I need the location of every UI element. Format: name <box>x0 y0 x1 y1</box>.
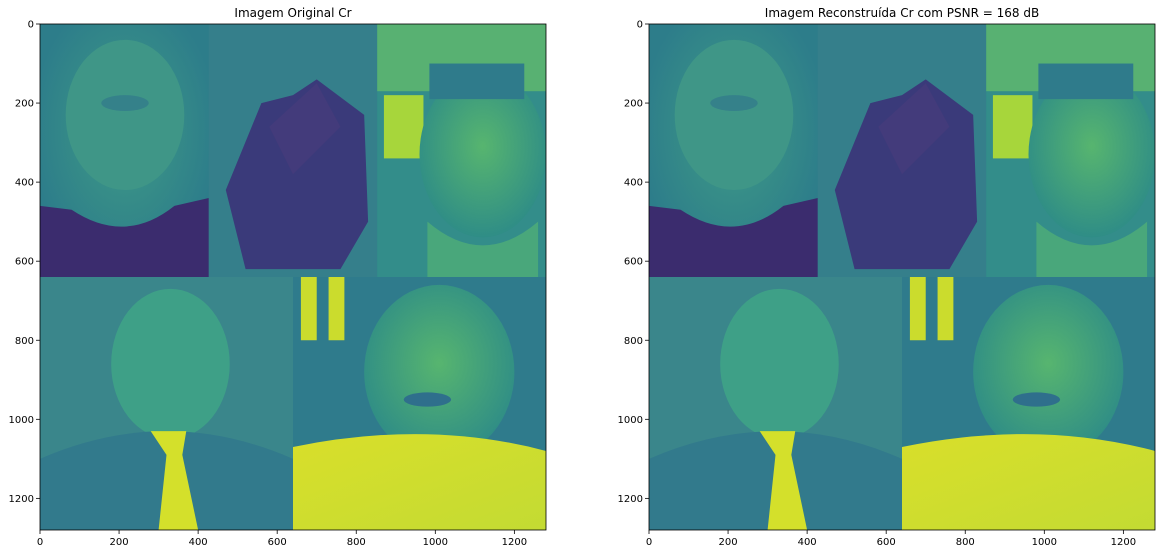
x-tick-label: 200 <box>110 537 129 548</box>
x-tick-label: 600 <box>877 537 896 548</box>
y-tick-label: 800 <box>624 336 643 347</box>
y-tick-label: 200 <box>15 99 34 110</box>
x-tick-label: 1200 <box>1111 537 1136 548</box>
y-tick-label: 400 <box>624 178 643 189</box>
x-axis: 0 200 400 600 800 1000 1200 <box>646 530 1136 548</box>
x-tick-label: 400 <box>798 537 817 548</box>
x-tick-label: 0 <box>37 537 43 548</box>
y-tick-label: 1000 <box>9 415 34 426</box>
image-content <box>649 24 1155 530</box>
x-tick-label: 800 <box>956 537 975 548</box>
y-tick-label: 1200 <box>618 494 643 505</box>
y-tick-label: 0 <box>637 20 643 31</box>
y-tick-label: 1000 <box>618 415 643 426</box>
y-axis: 0 200 400 600 800 1000 1200 <box>618 20 649 505</box>
x-axis: 0 200 400 600 800 1000 1200 <box>37 530 527 548</box>
y-tick-label: 0 <box>28 20 34 31</box>
y-tick-label: 1200 <box>9 494 34 505</box>
y-tick-label: 200 <box>624 99 643 110</box>
y-axis: 0 200 400 600 800 1000 1200 <box>9 20 40 505</box>
axes-frame <box>39 23 547 531</box>
y-tick-label: 600 <box>15 257 34 268</box>
x-tick-label: 800 <box>347 537 366 548</box>
y-tick-label: 800 <box>15 336 34 347</box>
panel-reconstructed: Imagem Reconstruída Cr com PSNR = 168 dB… <box>618 6 1156 548</box>
x-tick-label: 1000 <box>423 537 448 548</box>
x-tick-label: 600 <box>268 537 287 548</box>
chart-title: Imagem Original Cr <box>234 6 351 20</box>
panel-original: Imagem Original Cr 0 200 400 600 800 1000 1200… <box>9 6 547 548</box>
x-tick-label: 0 <box>646 537 652 548</box>
axes-frame <box>648 23 1156 531</box>
y-tick-label: 600 <box>624 257 643 268</box>
x-tick-label: 1000 <box>1032 537 1057 548</box>
chart-title: Imagem Reconstruída Cr com PSNR = 168 dB <box>765 6 1039 20</box>
x-tick-label: 200 <box>719 537 738 548</box>
image-content <box>40 24 546 530</box>
image-area <box>648 23 1156 531</box>
x-tick-label: 1200 <box>502 537 527 548</box>
x-tick-label: 400 <box>189 537 208 548</box>
y-tick-label: 400 <box>15 178 34 189</box>
image-area <box>39 23 547 531</box>
